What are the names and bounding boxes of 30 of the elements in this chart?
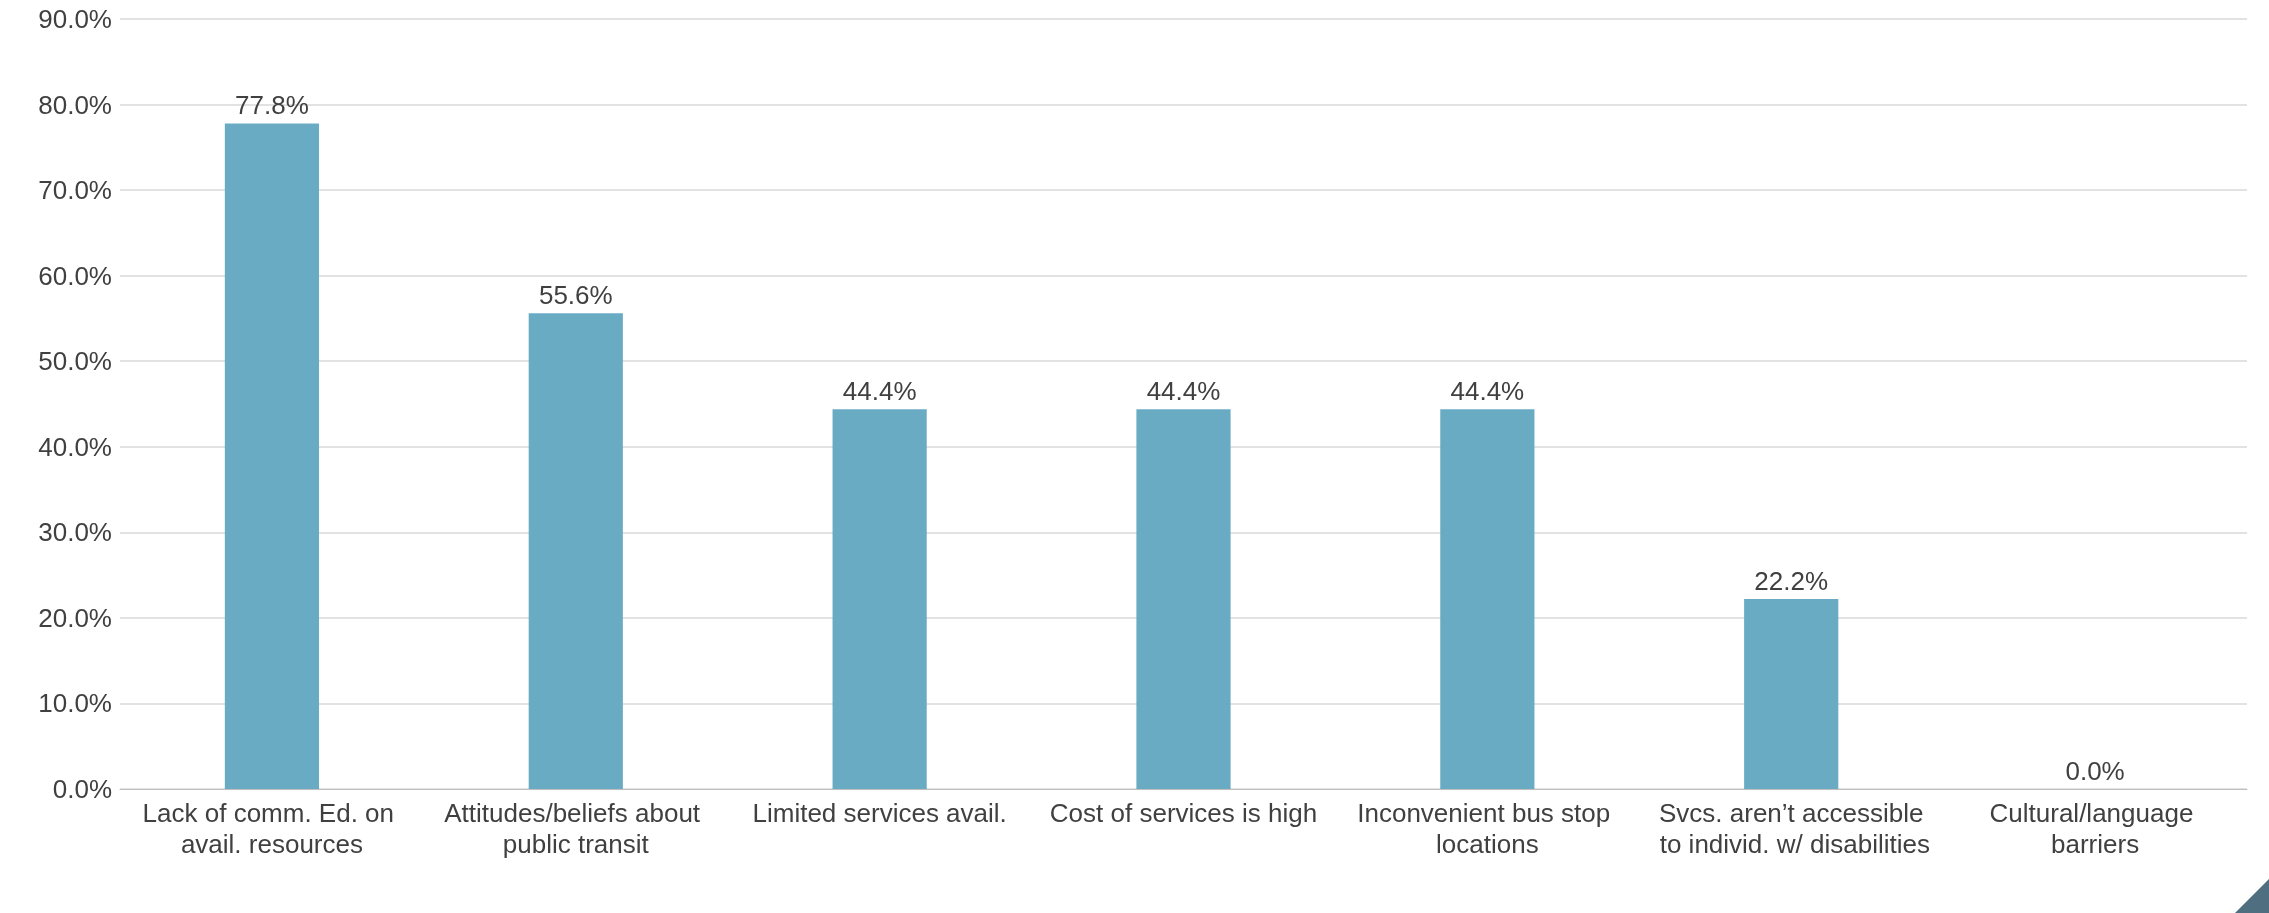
x-tick-label: Cost of services is high	[1049, 797, 1318, 828]
data-label: 22.2%	[1754, 566, 1829, 597]
y-tick-label: 60.0%	[38, 260, 112, 291]
bar	[1440, 409, 1535, 789]
y-tick-label: 30.0%	[38, 517, 112, 548]
data-label: 44.4%	[842, 376, 917, 407]
bar	[1744, 599, 1839, 789]
data-label: 0.0%	[2065, 756, 2125, 786]
y-tick-label: 20.0%	[38, 602, 112, 633]
y-tick-label: 0.0%	[52, 774, 112, 804]
data-label: 44.4%	[1450, 376, 1525, 407]
x-tick-label: Limited services avail.	[752, 797, 1007, 828]
x-tick-label: Svcs. aren’t accessible to individ. w/ disabilities	[1652, 797, 1930, 859]
bar	[224, 123, 320, 789]
y-tick-label: 90.0%	[38, 4, 112, 34]
y-tick-label: 80.0%	[38, 89, 112, 120]
x-tick-label: Attitudes/beliefs about public transit	[444, 797, 708, 859]
data-label: 55.6%	[538, 280, 613, 311]
x-tick-label: Cultural/language barriers	[1989, 797, 2201, 859]
bar	[528, 313, 623, 789]
y-tick-label: 70.0%	[38, 175, 112, 206]
y-tick-label: 50.0%	[38, 346, 112, 377]
bar	[1136, 409, 1231, 789]
data-label: 44.4%	[1146, 376, 1221, 407]
x-tick-label: Inconvenient bus stop locations	[1357, 797, 1618, 859]
y-tick-label: 40.0%	[38, 431, 112, 462]
data-label: 77.8%	[235, 90, 309, 121]
y-tick-label: 10.0%	[38, 688, 112, 719]
bar	[832, 409, 927, 789]
x-tick-label: Lack of comm. Ed. on avail. resources	[142, 797, 402, 859]
